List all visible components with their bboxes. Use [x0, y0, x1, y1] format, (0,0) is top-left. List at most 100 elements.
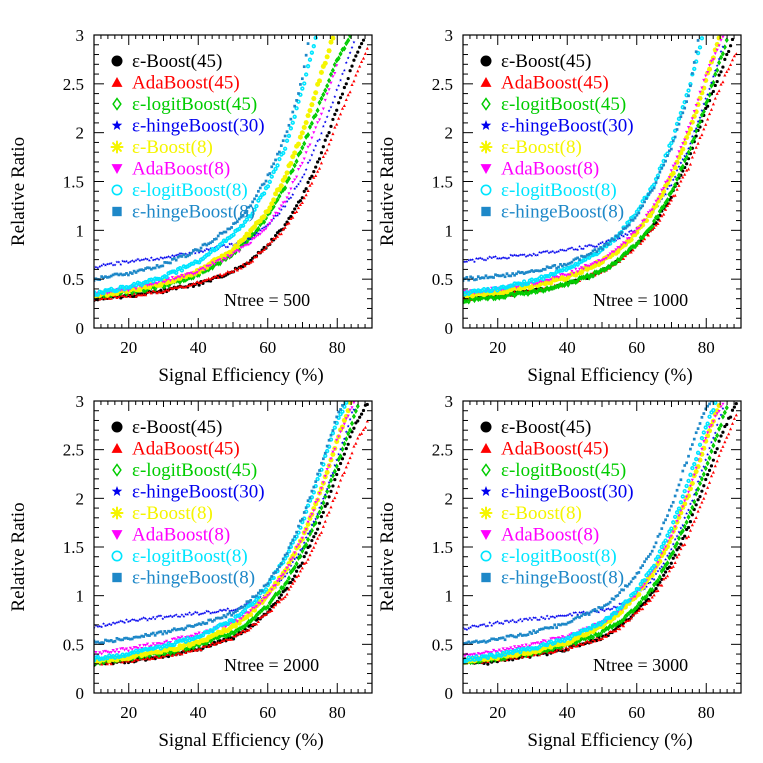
- data-point: [597, 638, 601, 642]
- data-point: [109, 639, 113, 642]
- data-point: [495, 293, 500, 300]
- data-point: [641, 564, 645, 567]
- data-point: [134, 258, 138, 262]
- data-point: [545, 614, 549, 618]
- data-point: [231, 232, 236, 237]
- data-point: [348, 427, 353, 433]
- data-point: [294, 560, 299, 567]
- data-point: [676, 506, 682, 511]
- data-point: [312, 169, 316, 174]
- data-point: [580, 614, 583, 618]
- data-point: [113, 621, 117, 625]
- data-point: [709, 82, 714, 89]
- data-point: [327, 483, 332, 490]
- data-point: [94, 651, 98, 654]
- data-point: [643, 200, 646, 204]
- data-point: [98, 264, 102, 268]
- data-point: [464, 297, 469, 304]
- data-point: [681, 157, 685, 161]
- data-point: [715, 64, 719, 67]
- data-point: [239, 617, 243, 621]
- data-point: [564, 614, 568, 617]
- data-point: [330, 451, 336, 457]
- data-point: [669, 140, 674, 146]
- data-point: [358, 432, 362, 436]
- data-point: [518, 617, 522, 621]
- data-point: [728, 415, 733, 419]
- data-point: [352, 426, 356, 430]
- data-point: [149, 617, 153, 621]
- data-point: [684, 483, 689, 489]
- data-point: [315, 81, 321, 87]
- data-point: [667, 529, 672, 534]
- data-point: [589, 243, 593, 247]
- data-point: [276, 186, 282, 192]
- data-point: [331, 484, 335, 488]
- data-point: [652, 203, 656, 207]
- data-point: [274, 158, 277, 162]
- data-point: [219, 241, 225, 246]
- data-point: [289, 558, 293, 562]
- data-point: [257, 218, 263, 224]
- data-point: [524, 617, 528, 621]
- data-point: [702, 78, 706, 82]
- data-point: [277, 212, 281, 215]
- data-point: [145, 642, 150, 646]
- data-point: [502, 652, 508, 657]
- legend-label: ε-Boost(8): [132, 503, 213, 524]
- data-point: [534, 282, 538, 286]
- data-point: [107, 622, 111, 626]
- data-point: [631, 219, 635, 222]
- legend-item: ε-hingeBoost(30): [111, 482, 265, 503]
- data-point: [685, 536, 689, 540]
- data-point: [685, 162, 689, 166]
- legend-label: ε-hingeBoost(30): [501, 116, 634, 137]
- data-point: [257, 591, 260, 595]
- data-point: [678, 150, 684, 156]
- data-point: [620, 588, 623, 592]
- data-point: [683, 172, 687, 176]
- data-point: [556, 276, 561, 279]
- data-point: [593, 245, 597, 249]
- data-point: [123, 621, 127, 624]
- data-point: [694, 516, 698, 519]
- data-point: [644, 585, 648, 588]
- data-point: [675, 168, 679, 172]
- data-point: [337, 83, 341, 87]
- y-axis: 00.511.522.53: [63, 392, 372, 703]
- data-point: [256, 198, 261, 203]
- data-point: [673, 553, 677, 557]
- data-point: [709, 464, 714, 468]
- data-point: [692, 135, 697, 142]
- data-point: [652, 581, 657, 588]
- data-point: [485, 655, 491, 660]
- data-point: [583, 255, 587, 258]
- data-point: [284, 138, 290, 143]
- data-point: [582, 255, 585, 258]
- data-point: [197, 612, 201, 616]
- data-point: [488, 621, 492, 624]
- data-point: [180, 613, 184, 617]
- data-point: [561, 622, 564, 626]
- data-point: [697, 480, 703, 487]
- data-point: [258, 228, 262, 232]
- data-point: [144, 643, 148, 647]
- data-point: [568, 273, 572, 277]
- data-point: [283, 134, 287, 138]
- data-point: [694, 490, 699, 497]
- legend-label: ε-Boost(8): [501, 137, 582, 158]
- data-point: [677, 184, 681, 187]
- data-point: [121, 638, 125, 642]
- data-point: [694, 103, 698, 107]
- data-point: [696, 486, 701, 493]
- data-point: [702, 496, 706, 500]
- data-point: [257, 189, 260, 193]
- data-point: [678, 530, 683, 537]
- data-point: [704, 477, 708, 482]
- data-point: [583, 635, 588, 642]
- data-point: [715, 48, 719, 52]
- data-point: [308, 529, 312, 533]
- data-point: [333, 477, 337, 482]
- data-point: [245, 260, 249, 264]
